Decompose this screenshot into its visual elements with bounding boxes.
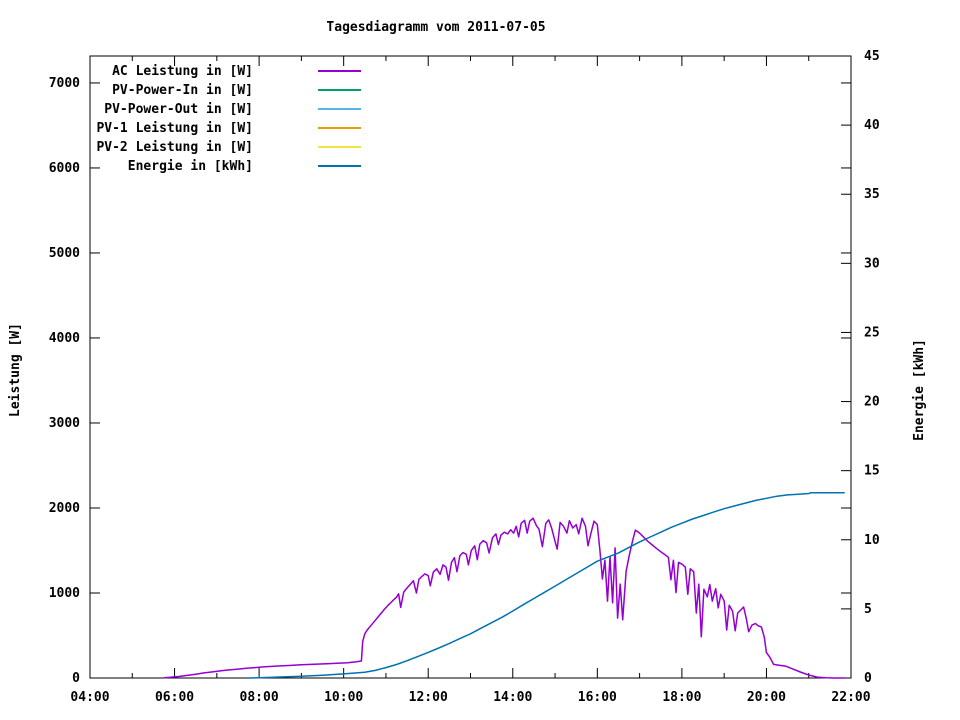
y-right-tick-label: 20 <box>864 395 880 410</box>
y-right-tick-label: 25 <box>864 325 880 340</box>
x-tick-label: 18:00 <box>662 690 701 705</box>
y-right-tick-label: 30 <box>864 256 880 271</box>
x-tick-label: 08:00 <box>240 690 279 705</box>
y-left-tick-label: 3000 <box>49 416 80 431</box>
y-left-tick-label: 4000 <box>49 331 80 346</box>
x-tick-label: 04:00 <box>70 690 109 705</box>
legend-label: PV-2 Leistung in [W] <box>96 140 253 155</box>
y-right-tick-label: 10 <box>864 533 880 548</box>
y-right-tick-label: 15 <box>864 464 880 479</box>
y-right-tick-label: 45 <box>864 49 880 64</box>
y-left-tick-label: 6000 <box>49 161 80 176</box>
legend-label: AC Leistung in [W] <box>112 64 253 79</box>
chart-title: Tagesdiagramm vom 2011-07-05 <box>326 20 546 35</box>
x-tick-label: 12:00 <box>409 690 448 705</box>
y-right-tick-label: 40 <box>864 118 880 133</box>
y-right-tick-label: 5 <box>864 602 872 617</box>
y-left-tick-label: 0 <box>72 671 80 686</box>
series-left <box>163 517 845 679</box>
legend-label: PV-Power-Out in [W] <box>104 102 253 117</box>
y-left-tick-label: 5000 <box>49 246 80 261</box>
x-tick-label: 20:00 <box>747 690 786 705</box>
y-right-tick-label: 35 <box>864 187 880 202</box>
legend-label: PV-Power-In in [W] <box>112 83 253 98</box>
x-tick-label: 16:00 <box>578 690 617 705</box>
x-tick-label: 10:00 <box>324 690 363 705</box>
x-tick-label: 06:00 <box>155 690 194 705</box>
x-tick-label: 14:00 <box>493 690 532 705</box>
x-tick-label: 22:00 <box>831 690 870 705</box>
legend-label: Energie in [kWh] <box>128 159 253 174</box>
y-left-tick-label: 7000 <box>49 76 80 91</box>
legend-label: PV-1 Leistung in [W] <box>96 121 253 136</box>
y-left-tick-label: 1000 <box>49 586 80 601</box>
series-right <box>248 492 845 679</box>
y-left-tick-label: 2000 <box>49 501 80 516</box>
y-right-tick-label: 0 <box>864 671 872 686</box>
